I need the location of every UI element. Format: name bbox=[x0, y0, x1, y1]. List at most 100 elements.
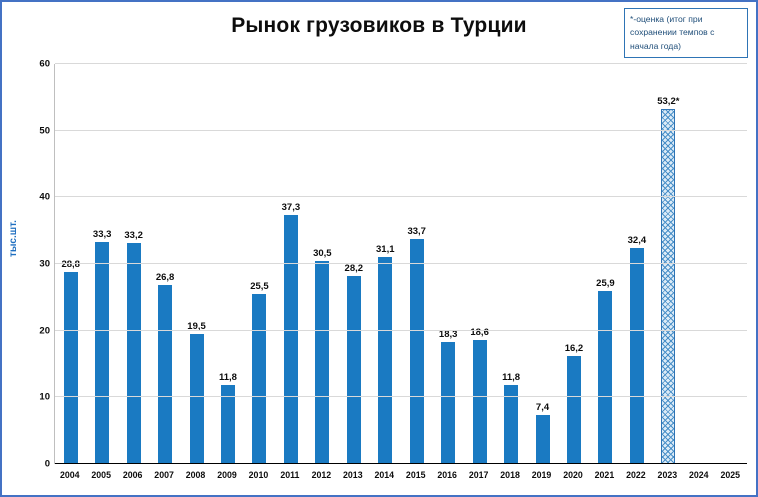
x-tick-label-2005: 2005 bbox=[91, 470, 111, 480]
bar-value-label: 18,6 bbox=[470, 327, 489, 338]
bar-column-2009: 11,8 bbox=[212, 64, 243, 464]
gridline bbox=[55, 196, 747, 198]
bar-2021 bbox=[598, 291, 613, 464]
bar-value-label: 37,3 bbox=[281, 202, 301, 214]
y-axis-tick-labels: 0 10 20 30 40 50 60 bbox=[24, 59, 50, 470]
x-tick-label-2024: 2024 bbox=[689, 470, 709, 480]
bar-2017 bbox=[472, 340, 487, 464]
bar-value-label: 25,9 bbox=[596, 278, 615, 290]
y-tick-label: 60 bbox=[39, 58, 50, 70]
bar-column-2008: 19,5 bbox=[181, 64, 212, 464]
bar-2012 bbox=[315, 260, 330, 464]
bar-value-label: 33,3 bbox=[92, 229, 112, 240]
gridline bbox=[55, 396, 747, 398]
y-axis-title: тыс.шт. bbox=[8, 220, 19, 257]
bar-2005 bbox=[95, 242, 110, 464]
bar-2007 bbox=[158, 285, 173, 464]
x-tick-label-2014: 2014 bbox=[374, 470, 395, 480]
x-tick-label-2025: 2025 bbox=[720, 470, 741, 480]
bar-column-2011: 37,3 bbox=[275, 64, 306, 464]
x-tick-label-2006: 2006 bbox=[122, 470, 143, 480]
bar-column-2005: 33,3 bbox=[86, 64, 117, 464]
bar-columns: 28,8 33,3 33,2 26,8 19,5 11,8 25,5 37,3 30,5 28,2… bbox=[55, 64, 747, 464]
bar-2015 bbox=[409, 239, 424, 464]
x-axis-tick-labels: 2004 2005 2006 2007 2008 2009 2010 2011 2012 2013… bbox=[54, 470, 746, 480]
bar-column-2007: 26,8 bbox=[149, 64, 180, 464]
estimated-bar-2023 bbox=[661, 109, 676, 464]
plot-area: 28,8 33,3 33,2 26,8 19,5 11,8 25,5 37,3 30,5 28,2… bbox=[54, 63, 747, 464]
bar-2004 bbox=[63, 272, 78, 464]
bar-2020 bbox=[566, 356, 581, 464]
bar-2010 bbox=[252, 294, 267, 464]
bar-value-label: 11,8 bbox=[502, 372, 521, 384]
bar-2019 bbox=[535, 414, 550, 464]
gridline bbox=[55, 263, 747, 264]
x-tick-label-2010: 2010 bbox=[248, 470, 269, 480]
x-tick-label-2018: 2018 bbox=[500, 470, 520, 480]
bar-2006 bbox=[126, 242, 141, 464]
bar-column-2006: 33,2 bbox=[118, 64, 149, 464]
bar-value-label: 32,4 bbox=[627, 235, 647, 246]
x-tick-label-2011: 2011 bbox=[280, 470, 300, 480]
bar-column-2023: 53,2* bbox=[653, 64, 684, 464]
bar-value-label: 31,1 bbox=[376, 243, 395, 255]
bar-2011 bbox=[283, 215, 298, 464]
y-tick-label: 50 bbox=[39, 125, 50, 137]
estimate-annotation: *-оценка (итог при сохранении темпов с н… bbox=[624, 8, 748, 58]
x-tick-label-2017: 2017 bbox=[468, 470, 489, 480]
x-tick-label-2009: 2009 bbox=[217, 470, 237, 480]
bar-column-2010: 25,5 bbox=[244, 64, 275, 464]
bar-column-2022: 32,4 bbox=[621, 64, 652, 464]
bar-value-label: 33,7 bbox=[407, 226, 426, 238]
gridline bbox=[55, 329, 747, 331]
bar-value-label: 26,8 bbox=[155, 272, 175, 284]
x-tick-label-2019: 2019 bbox=[531, 470, 552, 480]
bar-value-label: 30,5 bbox=[313, 247, 332, 259]
bar-value-label: 28,8 bbox=[61, 259, 80, 270]
bar-value-label: 19,5 bbox=[187, 321, 206, 332]
bar-2014 bbox=[378, 256, 393, 464]
x-tick-label-2022: 2022 bbox=[626, 470, 646, 480]
bar-value-label: 7,4 bbox=[535, 401, 550, 413]
bar-column-2020: 16,2 bbox=[558, 64, 589, 464]
bar-2016 bbox=[441, 342, 456, 464]
bar-value-label: 53,2* bbox=[657, 96, 680, 108]
y-tick-label: 30 bbox=[39, 258, 50, 270]
bar-column-2019: 7,4 bbox=[527, 64, 558, 464]
bar-value-label: 25,5 bbox=[250, 281, 269, 292]
y-tick-label: 10 bbox=[39, 391, 50, 403]
bar-column-2017: 18,6 bbox=[464, 64, 495, 464]
bar-column-2015: 33,7 bbox=[401, 64, 432, 464]
bar-column-2004: 28,8 bbox=[55, 64, 86, 464]
gridline bbox=[55, 63, 747, 64]
bar-column-2013: 28,2 bbox=[338, 64, 369, 464]
x-tick-label-2007: 2007 bbox=[154, 470, 174, 480]
bar-column-2021: 25,9 bbox=[590, 64, 621, 464]
bar-column-2014: 31,1 bbox=[370, 64, 401, 464]
x-tick-label-2012: 2012 bbox=[311, 470, 332, 480]
bar-value-label: 11,8 bbox=[219, 372, 237, 384]
x-tick-label-2020: 2020 bbox=[563, 470, 583, 480]
bar-column-2025 bbox=[716, 64, 747, 464]
bar-2018 bbox=[504, 385, 519, 464]
y-tick-label: 40 bbox=[39, 191, 50, 203]
bar-value-label: 16,2 bbox=[564, 343, 584, 354]
x-tick-label-2016: 2016 bbox=[437, 470, 457, 480]
bar-value-label: 18,3 bbox=[438, 329, 458, 340]
bar-column-2016: 18,3 bbox=[432, 64, 463, 464]
x-tick-label-2021: 2021 bbox=[594, 470, 615, 480]
bar-value-label: 33,2 bbox=[124, 229, 143, 241]
y-tick-label: 20 bbox=[39, 325, 50, 337]
gridline bbox=[55, 129, 747, 131]
bar-2008 bbox=[189, 334, 204, 464]
bar-column-2024 bbox=[684, 64, 715, 464]
x-tick-label-2008: 2008 bbox=[185, 470, 206, 480]
x-tick-label-2013: 2013 bbox=[343, 470, 363, 480]
x-axis-line bbox=[55, 463, 747, 464]
x-tick-label-2015: 2015 bbox=[405, 470, 426, 480]
bar-column-2012: 30,5 bbox=[307, 64, 338, 464]
bar-2009 bbox=[220, 385, 235, 464]
bar-2013 bbox=[346, 276, 361, 464]
x-tick-label-2004: 2004 bbox=[59, 470, 80, 480]
